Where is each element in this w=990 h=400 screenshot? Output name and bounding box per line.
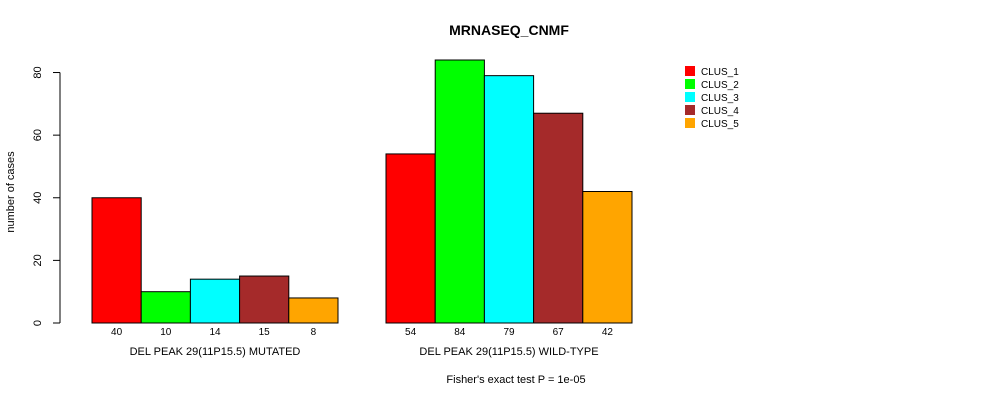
bar-value-label: 84 [454, 327, 466, 338]
bar-clus-1-wild-type [385, 153, 436, 324]
legend-swatch-clus-4 [685, 105, 695, 115]
bars [91, 59, 633, 324]
y-axis: 0 20 40 60 80 [32, 66, 61, 326]
legend-label-clus-4: CLUS_4 [701, 106, 739, 117]
fisher-test-footnote: Fisher's exact test P = 1e-05 [446, 374, 585, 386]
bar-clus-3-wild-type [483, 75, 535, 324]
group-labels: DEL PEAK 29(11P15.5) MUTATED DEL PEAK 29(… [130, 346, 599, 358]
bar-value-label: 15 [259, 327, 271, 338]
group-label-mutated: DEL PEAK 29(11P15.5) MUTATED [130, 346, 301, 358]
y-tick-label: 80 [32, 66, 44, 78]
y-tick-label: 60 [32, 129, 44, 141]
legend-label-clus-5: CLUS_5 [701, 119, 739, 130]
group-label-wild-type: DEL PEAK 29(11P15.5) WILD-TYPE [419, 346, 598, 358]
bar-clus-4-mutated [239, 275, 290, 324]
bar-clus-5-mutated [288, 297, 339, 324]
y-axis-label: number of cases [5, 151, 17, 233]
y-tick-label: 40 [32, 192, 44, 204]
bar-value-label: 42 [602, 327, 614, 338]
chart-title: MRNASEQ_CNMF [449, 22, 569, 38]
legend-label-clus-3: CLUS_3 [701, 93, 739, 104]
bar-value-label: 8 [311, 327, 317, 338]
legend-label-clus-2: CLUS_2 [701, 80, 739, 91]
bar-value-label: 67 [553, 327, 565, 338]
legend-swatch-clus-2 [685, 79, 695, 89]
bar-clus-1-mutated [91, 197, 142, 324]
legend-swatch-clus-3 [685, 92, 695, 102]
bar-value-label: 79 [503, 327, 515, 338]
legend-swatch-clus-1 [685, 66, 695, 76]
legend: CLUS_1 CLUS_2 CLUS_3 CLUS_4 CLUS_5 [685, 66, 739, 130]
bar-clus-3-mutated [189, 278, 241, 324]
bar-clus-5-wild-type [582, 191, 633, 324]
bar-value-label: 40 [111, 327, 123, 338]
bar-value-labels: 40 10 14 15 8 54 84 79 67 42 [111, 327, 613, 338]
bar-clus-4-wild-type [533, 112, 584, 324]
y-tick-label: 0 [32, 320, 44, 326]
bar-clus-2-wild-type [434, 59, 485, 324]
y-tick-label: 20 [32, 254, 44, 266]
legend-swatch-clus-5 [685, 118, 695, 128]
bar-value-label: 14 [209, 327, 221, 338]
legend-label-clus-1: CLUS_1 [701, 67, 739, 78]
bar-value-label: 10 [160, 327, 172, 338]
bar-value-label: 54 [405, 327, 417, 338]
bar-clus-2-mutated [140, 291, 191, 324]
